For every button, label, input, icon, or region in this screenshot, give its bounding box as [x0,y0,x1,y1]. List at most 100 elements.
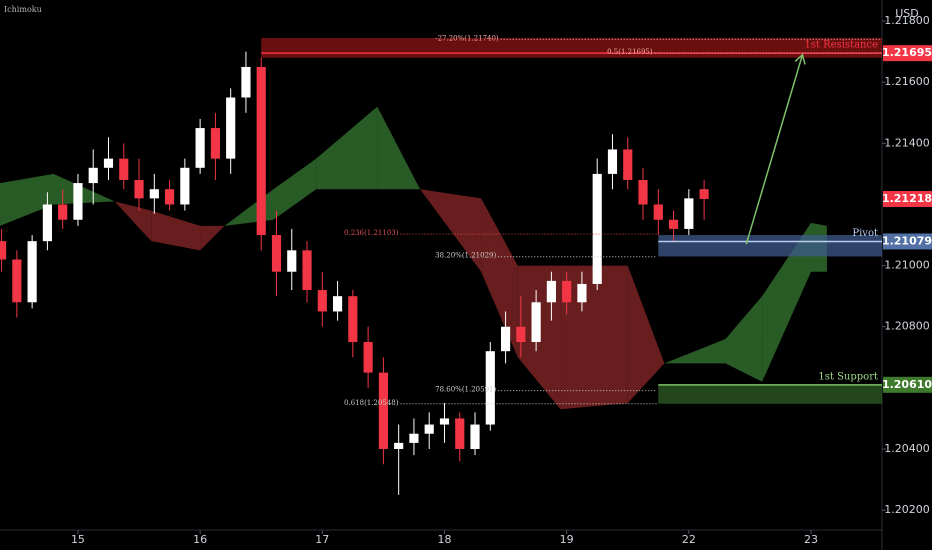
candle-body [73,183,83,220]
candle-body [439,418,450,425]
last-price-tag: 1.21218 [882,192,932,205]
candle [378,357,388,465]
candle-body [195,128,205,168]
candle [500,311,511,364]
candle-body [638,180,648,205]
candle-body [394,442,404,450]
x-tick-label: 18 [437,533,451,546]
y-tick-label: 1.21000 [884,259,930,272]
candle [363,326,373,388]
candle-body [165,189,175,205]
candle [623,137,633,190]
y-tick-label: 1.21800 [884,14,930,27]
candle-body [210,128,220,159]
x-tick-label: 16 [193,533,207,546]
candle [516,296,526,358]
candle [409,418,419,456]
candle-body [226,97,236,159]
candle [592,158,602,291]
candle-body [409,433,419,443]
y-tick-label: 1.20800 [884,320,930,333]
y-tick-label: 1.20400 [884,442,930,455]
candle [134,158,144,211]
candle [562,271,572,315]
candle-body [119,158,129,181]
candle [0,228,7,272]
candle [531,290,541,352]
price-tag-bg [883,376,932,393]
candle-body [500,326,511,352]
candle-body [470,424,480,450]
candle [73,173,83,226]
zone-name: 1st Resistance [804,40,878,51]
candle-body [58,204,68,220]
cloud-segment [151,210,201,251]
fib-label: 0.618(1.20548) [344,399,399,407]
cloud-segment [200,225,225,251]
x-tick-label: 17 [315,533,329,546]
fib-label: 38.20%(1.21029) [435,252,496,260]
candle [180,158,190,211]
candle-body [562,280,572,303]
candle-body [0,241,7,260]
cloud-segment [377,106,421,190]
x-tick-label: 23 [804,533,818,546]
candle [332,280,343,321]
candle [577,271,587,312]
candle [256,57,266,251]
price-tag-bg [883,233,932,250]
candle [103,137,114,181]
candle-body [149,189,159,199]
candle [12,250,22,318]
candle-body [378,372,388,450]
candle [226,88,236,174]
candle-body [516,326,526,343]
candle [607,134,618,190]
fib-label: 0.5(1.21695) [607,48,653,56]
candle-body [12,259,22,303]
zone-band [658,384,882,404]
candle [668,210,679,242]
y-tick-label: 1.20200 [884,503,930,516]
candle [455,412,465,462]
cloud-segment [762,222,812,382]
x-tick-label: 15 [71,533,85,546]
candle-body [27,241,37,303]
fib-label: 0.236(1.21103) [344,229,399,237]
candle [149,173,159,214]
candle [485,342,495,431]
candle-body [424,424,434,434]
cloud-segment [481,198,518,358]
candle [470,412,480,456]
cloud-segment [316,106,378,190]
candle-body [256,66,266,236]
candle-body [668,219,679,229]
candle [317,271,327,327]
candle-body [592,173,602,284]
x-tick-label: 22 [682,533,696,546]
candle-body [317,290,327,312]
candle-body [455,418,465,450]
candle-body [485,351,495,425]
candle-body [332,296,343,312]
candle [88,149,98,205]
cloud-segment [0,173,54,226]
cloud-segment [627,265,665,404]
candle-body [88,167,98,184]
candle-body [546,280,556,303]
candle-body [287,250,297,272]
fib-label: 78.60%(1.20591) [435,386,496,394]
candle-body [134,180,144,199]
candle-body [607,149,618,174]
fib-label: -27.20%(1.21740) [435,34,499,42]
candle [653,189,663,236]
candle-body [684,198,694,229]
candle [119,143,129,190]
arrow-head [794,53,806,65]
candle-body [348,296,358,343]
overlay: 1st Resistance 1.21695 Pivot 1.21079 1st Sup… [261,34,932,407]
candle [271,210,282,297]
cloud-segment [664,338,726,364]
